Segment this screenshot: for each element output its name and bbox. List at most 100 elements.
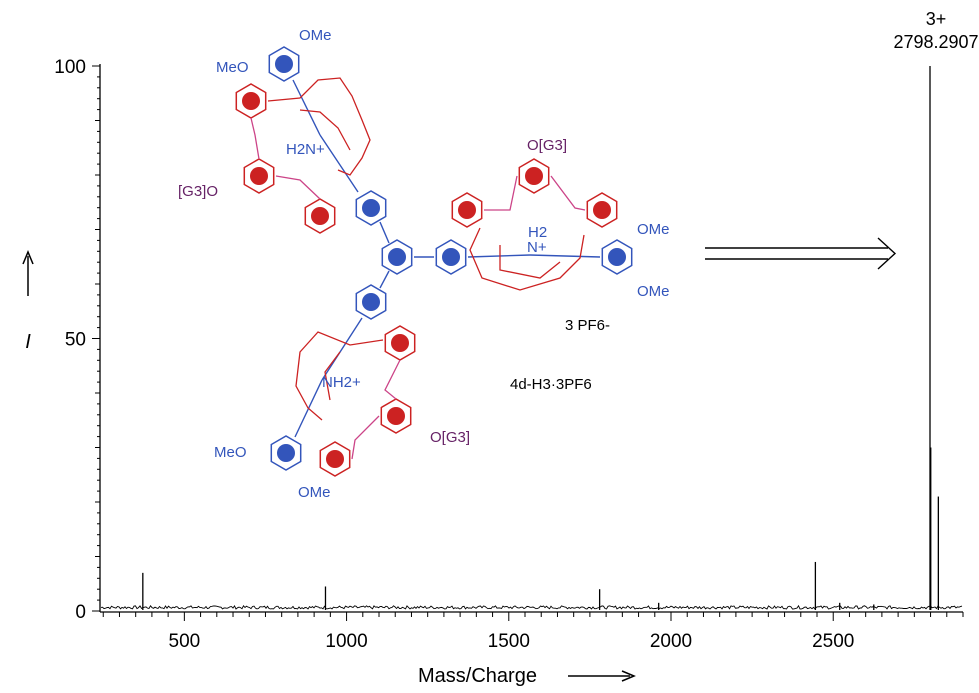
ring-outline [518,158,550,194]
chain [267,77,371,176]
ring-outline [268,46,300,82]
methoxy-label: OMe [298,484,331,501]
ammonium-label: NH2+ [322,374,361,391]
x-tick-label: 1000 [325,631,367,652]
counterion-label: 3 PF6- [565,317,610,334]
peak-mz-label: 2798.2907 [893,32,978,52]
ring-dot [274,54,294,74]
ring-dot [607,247,627,267]
y-tick-label: 50 [65,330,86,351]
baseline-noise [100,604,963,610]
ring-outline [381,239,413,275]
core-benzene-ring [355,190,387,226]
core-benzene-ring [355,284,387,320]
chain [469,227,585,291]
chain [351,415,380,460]
methoxy-label: MeO [214,444,247,461]
x-tick-label: 500 [169,631,201,652]
ring-dot [276,443,296,463]
ring-dot [592,200,612,220]
ring-outline [380,398,412,434]
dendron-group-label: [G3]O [178,183,218,200]
macrocycle-benzene-ring [384,325,416,361]
y-axis-title: I [25,331,31,353]
ammonium-label: H2N+ [286,141,325,158]
ring-outline [319,441,351,477]
macrocycle-benzene-ring [304,198,336,234]
ring-dot [457,200,477,220]
dendron-group-label: O[G3] [430,429,470,446]
chart-labels: 3+ 2798.2907 [705,9,979,270]
peak-charge-label: 3+ [926,9,947,29]
chain [299,109,351,151]
y-tick-label: 0 [75,602,86,623]
ring-dot [241,91,261,111]
ring-dot [361,292,381,312]
macrocycle-benzene-ring [243,158,275,194]
methoxy-label: OMe [637,283,670,300]
methoxy-label: MeO [216,59,249,76]
chain [484,175,518,211]
molecular-structure: OMeMeOOMeOMeMeOOMe[G3]OO[G3]O[G3]H2N+H2N… [178,27,670,501]
ring-dot [310,206,330,226]
ring-outline [435,239,467,275]
ring-outline [270,435,302,471]
ring-outline [355,284,387,320]
ring-outline [451,192,483,228]
macrocycle-benzene-ring [518,158,550,194]
dendron-group-label: O[G3] [527,137,567,154]
chain [550,175,586,211]
chain [275,175,321,200]
methoxy-label: OMe [637,221,670,238]
macrocycle-benzene-ring [586,192,618,228]
ring-outline [304,198,336,234]
x-axis-arrow-head [621,670,636,682]
axes: 0 50 100 500 1000 1500 2000 2500 Mass/Charge I [22,57,964,687]
x-tick-label: 1500 [488,631,530,652]
methoxy-label: OMe [299,27,332,44]
chain [250,117,260,160]
x-tick-label: 2000 [650,631,692,652]
chain [295,331,384,421]
ring-dot [524,166,544,186]
bond [319,134,359,193]
ring-dot [249,166,269,186]
y-tick-label: 100 [54,57,86,78]
bond [529,254,601,258]
bond [379,270,390,289]
x-tick-label: 2500 [812,631,854,652]
bottom-dimethoxyphenyl-ring [270,435,302,471]
bond [321,317,363,381]
bond [379,221,390,244]
ring-dot [325,449,345,469]
macrocycle-benzene-ring [319,441,351,477]
ammonium-label: N+ [527,239,547,256]
compound-label: 4d-H3·3PF6 [510,376,592,393]
ring-dot [386,406,406,426]
ammonium-label: H2 [528,224,547,241]
y-axis-arrow-head [22,250,34,265]
core-benzene-ring [435,239,467,275]
x-axis-title: Mass/Charge [418,665,537,687]
ring-dot [390,333,410,353]
top-dimethoxyphenyl-ring [268,46,300,82]
ring-outline [586,192,618,228]
ring-outline [355,190,387,226]
bond [292,79,321,136]
macrocycle-benzene-ring [380,398,412,434]
ring-dot [387,247,407,267]
double-arrow-head [877,237,897,270]
chain [384,359,401,400]
ring-dot [441,247,461,267]
ring-outline [243,158,275,194]
bond [467,254,531,258]
core-benzene-ring [381,239,413,275]
right-dimethoxyphenyl-ring [601,239,633,275]
chain [499,245,561,279]
ring-outline [601,239,633,275]
chain [324,351,341,401]
spectrum-trace [100,66,963,610]
macrocycle-benzene-ring [235,83,267,119]
